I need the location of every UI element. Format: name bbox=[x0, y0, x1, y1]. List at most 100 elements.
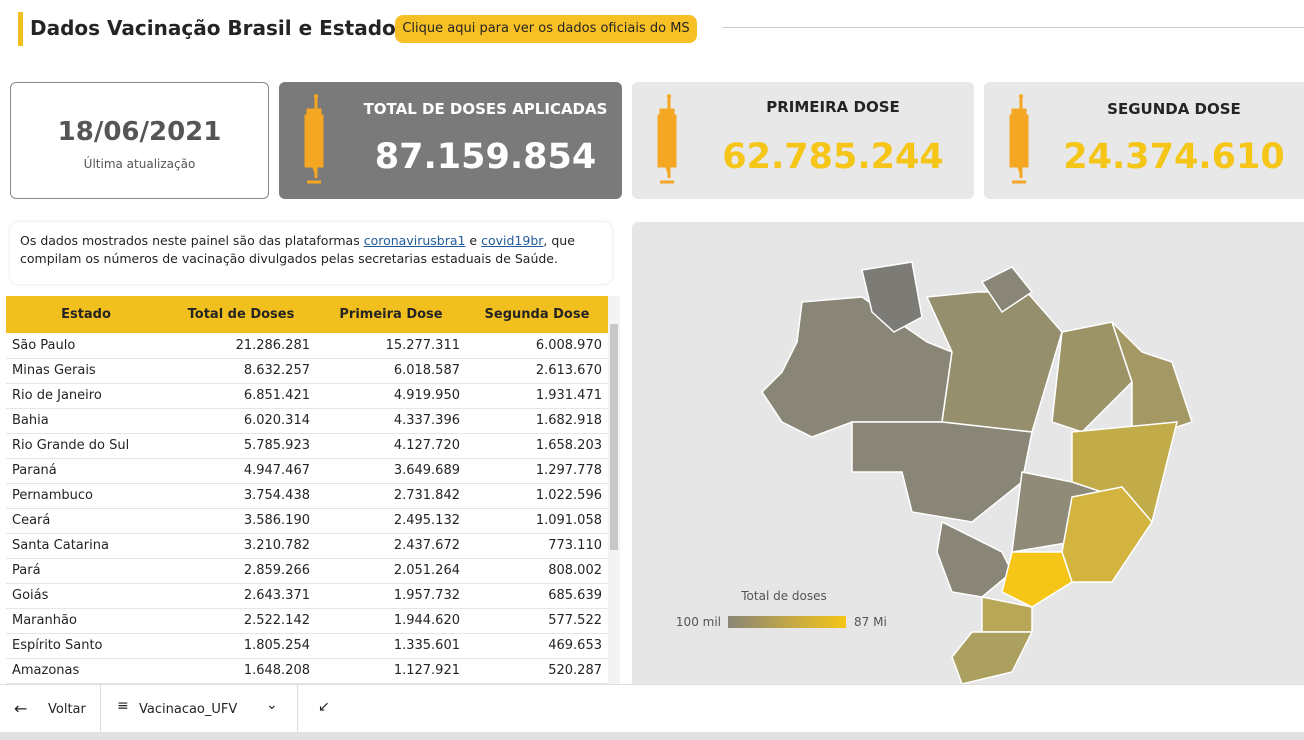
page-selector[interactable]: Vacinacao_UFV bbox=[139, 702, 238, 717]
source-link[interactable]: coronavirusbra1 bbox=[363, 233, 466, 248]
cell-number: 577.522 bbox=[466, 608, 608, 634]
cell-state: Paraná bbox=[6, 458, 166, 484]
cell-state: Minas Gerais bbox=[6, 358, 166, 384]
first-dose-label: PRIMEIRA DOSE bbox=[766, 98, 900, 116]
cell-number: 4.919.950 bbox=[316, 383, 466, 409]
cell-state: São Paulo bbox=[6, 333, 166, 359]
cell-number: 8.632.257 bbox=[166, 358, 316, 384]
legend-gradient bbox=[728, 616, 846, 628]
state-shape bbox=[936, 520, 1013, 598]
cell-state: Ceará bbox=[6, 508, 166, 534]
brazil-map: Total de doses 100 mil 87 Mi bbox=[676, 261, 1193, 685]
cell-number: 6.020.314 bbox=[166, 408, 316, 434]
cell-number: 15.277.311 bbox=[316, 333, 466, 359]
states-table: Estado Total de Doses Primeira Dose Segunda… bbox=[6, 296, 608, 684]
back-arrow[interactable]: ← bbox=[14, 699, 28, 718]
info-box: Os dados mostrados neste painel são das … bbox=[10, 222, 612, 284]
state-shape bbox=[925, 291, 1063, 433]
cell-state: Pernambuco bbox=[6, 483, 166, 509]
cell-state: Maranhão bbox=[6, 608, 166, 634]
table-row: Minas Gerais 8.632.257 6.018.587 2.613.670 bbox=[6, 358, 608, 384]
table-row: Santa Catarina 3.210.782 2.437.672 773.110 bbox=[6, 533, 608, 559]
cell-number: 1.127.921 bbox=[316, 658, 466, 684]
state-shape bbox=[980, 266, 1034, 314]
date-value: 18/06/2021 bbox=[57, 117, 222, 147]
source-link[interactable]: covid19br bbox=[481, 233, 544, 248]
cell-number: 21.286.281 bbox=[166, 333, 316, 359]
info-text: , que compilam os números de vacinação d… bbox=[20, 233, 575, 266]
table-row: Rio Grande do Sul 5.785.923 4.127.720 1.658… bbox=[6, 433, 608, 459]
total-label: TOTAL DE DOSES APLICADAS bbox=[363, 100, 608, 118]
cell-number: 5.785.923 bbox=[166, 433, 316, 459]
table-container: Estado Total de Doses Primeira Dose Segunda… bbox=[6, 296, 620, 684]
scroll-thumb[interactable] bbox=[610, 324, 618, 550]
cell-number: 1.335.601 bbox=[316, 633, 466, 659]
cell-state: Goiás bbox=[6, 583, 166, 609]
cell-number: 1.682.918 bbox=[466, 408, 608, 434]
table-row: Ceará 3.586.190 2.495.132 1.091.058 bbox=[6, 508, 608, 534]
dropdown-caret[interactable]: ⌄ bbox=[266, 697, 278, 713]
cell-number: 2.859.266 bbox=[166, 558, 316, 584]
table-row: Goiás 2.643.371 1.957.732 685.639 bbox=[6, 583, 608, 609]
collapse-icon[interactable]: ↙ bbox=[318, 699, 330, 715]
cell-state: Bahia bbox=[6, 408, 166, 434]
cell-number: 685.639 bbox=[466, 583, 608, 609]
cell-number: 6.018.587 bbox=[316, 358, 466, 384]
date-card: 18/06/2021 Última atualização bbox=[10, 82, 269, 199]
cell-number: 1.931.471 bbox=[466, 383, 608, 409]
table-row: Pernambuco 3.754.438 2.731.842 1.022.596 bbox=[6, 483, 608, 509]
state-shape bbox=[1051, 321, 1133, 433]
date-label: Última atualização bbox=[83, 157, 196, 171]
cell-number: 3.754.438 bbox=[166, 483, 316, 509]
second-dose-label: SEGUNDA DOSE bbox=[1107, 100, 1241, 118]
table-row: Pará 2.859.266 2.051.264 808.002 bbox=[6, 558, 608, 584]
cell-number: 2.495.132 bbox=[316, 508, 466, 534]
cell-number: 3.210.782 bbox=[166, 533, 316, 559]
cell-number: 808.002 bbox=[466, 558, 608, 584]
legend-min: 100 mil bbox=[676, 615, 721, 629]
title-accent bbox=[18, 12, 23, 46]
table-row: Rio de Janeiro 6.851.421 4.919.950 1.931.47… bbox=[6, 383, 608, 409]
info-text: e bbox=[465, 233, 482, 248]
page-title: Dados Vacinação Brasil e Estados bbox=[30, 16, 408, 40]
cell-number: 4.127.720 bbox=[316, 433, 466, 459]
table-row: Espírito Santo 1.805.254 1.335.601 469.653 bbox=[6, 633, 608, 659]
map-panel: Total de doses 100 mil 87 Mi bbox=[632, 222, 1304, 685]
cell-number: 2.437.672 bbox=[316, 533, 466, 559]
total-card: TOTAL DE DOSES APLICADAS 87.159.854 bbox=[279, 82, 622, 199]
info-text: Os dados mostrados neste painel são das … bbox=[20, 233, 364, 248]
page-icon: ≡ bbox=[117, 698, 129, 714]
cell-number: 6.008.970 bbox=[466, 333, 608, 359]
cell-number: 1.658.203 bbox=[466, 433, 608, 459]
cell-number: 1.091.058 bbox=[466, 508, 608, 534]
state-shape bbox=[861, 261, 923, 333]
cell-number: 2.522.142 bbox=[166, 608, 316, 634]
cell-number: 2.643.371 bbox=[166, 583, 316, 609]
column-header: Total de Doses bbox=[187, 307, 295, 322]
cell-number: 1.297.778 bbox=[466, 458, 608, 484]
back-button[interactable]: Voltar bbox=[48, 702, 86, 717]
state-shape bbox=[951, 631, 1034, 685]
cell-number: 2.051.264 bbox=[316, 558, 466, 584]
table-row: Maranhão 2.522.142 1.944.620 577.522 bbox=[6, 608, 608, 634]
ms-link-button[interactable]: Clique aqui para ver os dados oficiais d… bbox=[395, 15, 697, 43]
cell-state: Rio Grande do Sul bbox=[6, 433, 166, 459]
table-row: Paraná 4.947.467 3.649.689 1.297.778 bbox=[6, 458, 608, 484]
cell-number: 1.944.620 bbox=[316, 608, 466, 634]
cell-state: Santa Catarina bbox=[6, 533, 166, 559]
cell-state: Amazonas bbox=[6, 658, 166, 684]
cell-number: 1.957.732 bbox=[316, 583, 466, 609]
column-header: Estado bbox=[61, 307, 111, 322]
cell-number: 1.022.596 bbox=[466, 483, 608, 509]
cell-number: 1.648.208 bbox=[166, 658, 316, 684]
state-shape bbox=[851, 421, 1033, 523]
column-header: Primeira Dose bbox=[339, 307, 443, 322]
scrollbar[interactable] bbox=[608, 296, 620, 684]
cell-number: 3.649.689 bbox=[316, 458, 466, 484]
legend-max: 87 Mi bbox=[854, 615, 887, 629]
syringe-icon bbox=[304, 94, 324, 184]
divider bbox=[100, 685, 101, 733]
syringe-icon bbox=[657, 94, 677, 184]
cell-number: 1.805.254 bbox=[166, 633, 316, 659]
